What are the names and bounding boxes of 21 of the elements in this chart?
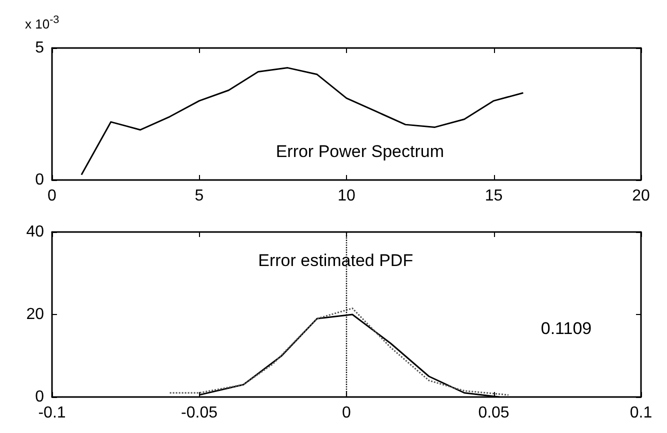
annotation: 0.1109 — [540, 319, 592, 338]
x-tick-label: 20 — [632, 188, 650, 204]
y-tick-label: 0 — [35, 388, 44, 406]
text: Error estimated PDF — [258, 251, 414, 270]
x-tick-label: 5 — [194, 188, 204, 204]
x-tick-label: 0 — [48, 188, 57, 204]
text: x 10$^{-3}$ — [25, 14, 60, 32]
y-tick-label: 5 — [35, 40, 44, 56]
x-tick-label: 10 — [338, 188, 356, 204]
y-tick-label: 20 — [26, 306, 44, 323]
x-tick-label: 0 — [342, 404, 352, 422]
x-tick-label: 15 — [484, 188, 503, 204]
x-tick-label: 0.05 — [478, 404, 510, 422]
x-tick-label: -0.1 — [38, 404, 66, 422]
x-tick-label: -0.05 — [181, 404, 218, 422]
y-tick-label: 40 — [26, 224, 44, 240]
line-series — [169, 308, 510, 396]
line-series — [80, 67, 524, 176]
y-tick-label: 0 — [35, 172, 44, 188]
text: Error Power Spectrum — [276, 142, 444, 161]
x-tick-label: 0.1 — [630, 404, 652, 422]
